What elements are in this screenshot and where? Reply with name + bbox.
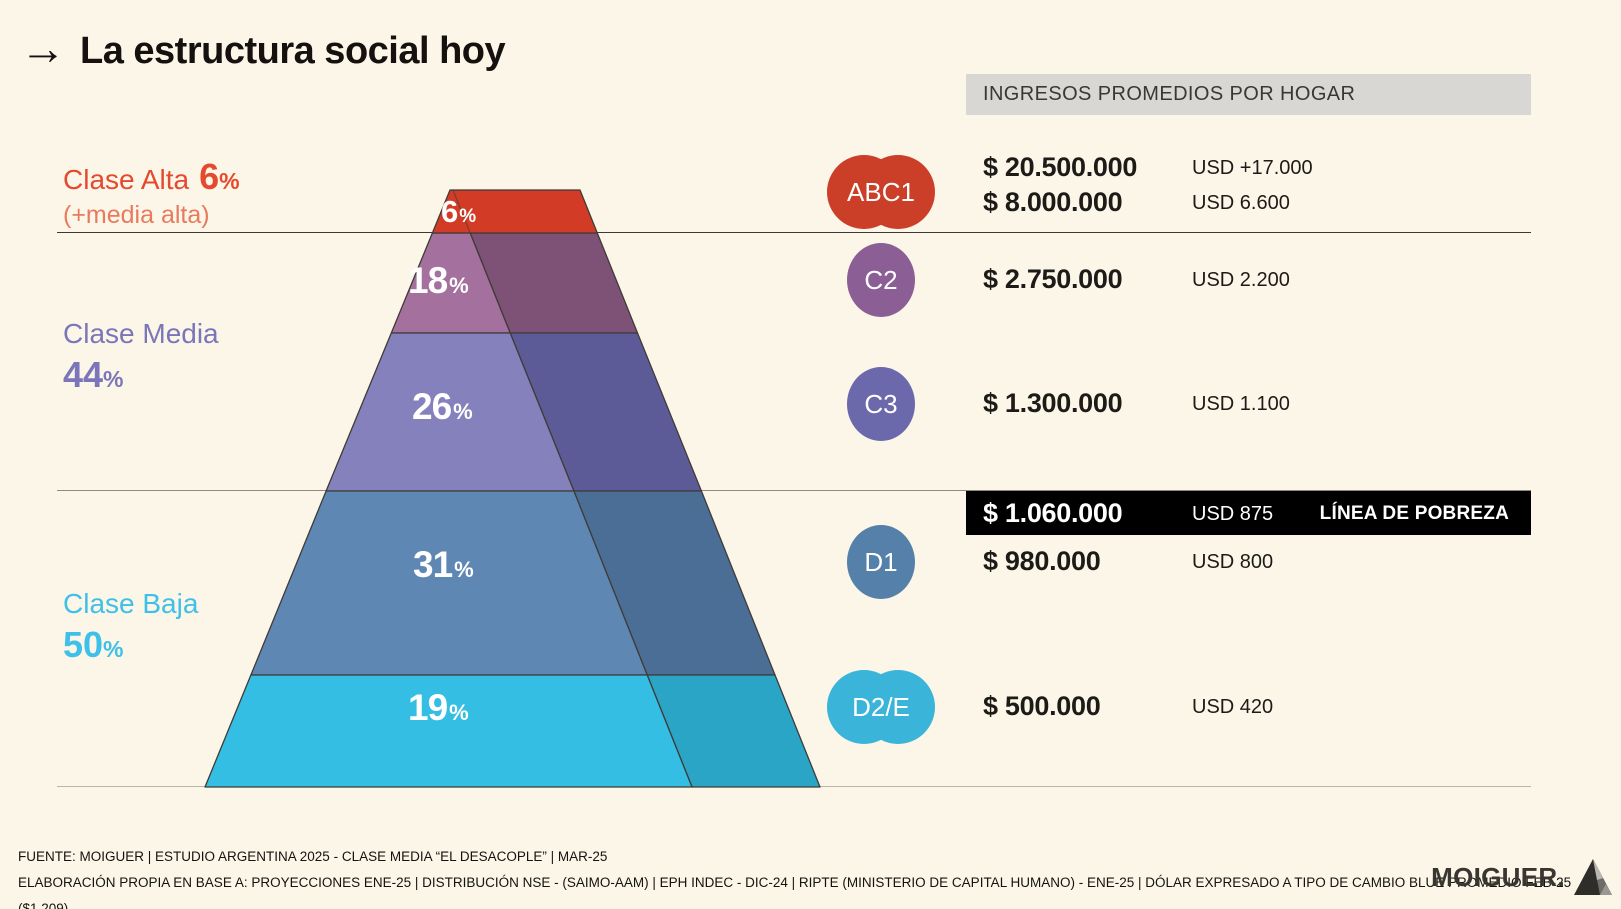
badge-blob: [847, 525, 915, 599]
income-usd: USD 800: [1192, 551, 1274, 573]
income-usd: USD 1.100: [1192, 393, 1290, 415]
band-value: 26: [412, 386, 452, 427]
pyramid-segment-abc1-cap: [431, 189, 598, 234]
band-label-c3: 26%: [412, 388, 473, 425]
badge-blob: [847, 367, 915, 441]
band-value: 6: [441, 194, 458, 229]
class-value: 50: [63, 624, 104, 666]
band-label-abc1: 6%: [441, 196, 476, 227]
poverty-ars: $ 1.060.000: [983, 498, 1123, 528]
percent-sign: %: [449, 273, 469, 298]
badge-abc1: ABC1: [827, 155, 935, 229]
class-name: Clase Media: [63, 318, 219, 349]
class-note: (+media alta): [63, 201, 210, 230]
income-row-abc1-1: $ 20.500.000 USD +17.000: [0, 152, 1621, 186]
pyramid-ridge-line: [452, 189, 471, 234]
badge-label: D2/E: [852, 691, 910, 722]
badge-label: C2: [864, 264, 898, 295]
band-value: 19: [408, 687, 448, 728]
percent-sign: %: [449, 700, 469, 725]
percent-sign: %: [454, 557, 474, 582]
class-name: Clase Alta: [63, 164, 190, 195]
badge-c2: C2: [847, 243, 915, 317]
percent-sign: %: [103, 366, 124, 393]
logo-text: MOIGUER.: [1431, 861, 1565, 892]
income-row-c3: $ 1.300.000 USD 1.100: [0, 388, 1621, 422]
poverty-line-bar: $ 1.060.000 USD 875 LÍNEA DE POBREZA: [966, 491, 1531, 535]
badge-d2e: D2/E: [827, 670, 935, 744]
badge-label: ABC1: [847, 176, 915, 207]
income-usd: USD 420: [1192, 696, 1274, 718]
poverty-usd: USD 875: [1192, 503, 1274, 525]
class-name: Clase Baja: [63, 588, 199, 619]
class-label-media: Clase Media 44%: [63, 318, 219, 396]
income-ars: $ 8.000.000: [983, 187, 1123, 217]
poverty-label: LÍNEA DE POBREZA: [1319, 503, 1509, 524]
percent-sign: %: [103, 636, 124, 663]
band-value: 31: [413, 544, 453, 585]
income-usd: USD +17.000: [1192, 157, 1313, 179]
badge-blob: [861, 155, 935, 229]
class-label-baja: Clase Baja 50%: [63, 588, 198, 666]
page-title: La estructura social hoy: [80, 29, 506, 72]
pyramid-segment-d2e-front: [204, 674, 693, 788]
income-ars: $ 20.500.000: [983, 152, 1138, 182]
badge-c3: C3: [847, 367, 915, 441]
income-ars: $ 980.000: [983, 546, 1101, 576]
income-usd: USD 6.600: [1192, 192, 1290, 214]
badge-blob: [861, 670, 935, 744]
income-usd: USD 2.200: [1192, 269, 1290, 291]
title-row: → La estructura social hoy: [20, 22, 506, 74]
source-footer: FUENTE: MOIGUER | ESTUDIO ARGENTINA 2025…: [18, 844, 1621, 909]
pyramid-logo-icon: [1574, 859, 1612, 895]
badge-label: D1: [864, 546, 898, 577]
percent-sign: %: [459, 206, 477, 227]
income-ars: $ 500.000: [983, 691, 1101, 721]
income-header: INGRESOS PROMEDIOS POR HOGAR: [966, 74, 1531, 115]
income-row-d1: $ 980.000 USD 800: [0, 546, 1621, 580]
divider-clase-alta: [57, 232, 1531, 233]
income-row-d2e: $ 500.000 USD 420: [0, 691, 1621, 725]
band-label-d1: 31%: [413, 546, 474, 583]
badge-d1: D1: [847, 525, 915, 599]
footer-line-1: FUENTE: MOIGUER | ESTUDIO ARGENTINA 2025…: [18, 849, 608, 864]
band-label-d2e: 19%: [408, 689, 469, 726]
arrow-icon: →: [20, 22, 66, 74]
income-row-abc1-2: $ 8.000.000 USD 6.600: [0, 187, 1621, 221]
divider-clase-media-baja: [57, 490, 1531, 491]
band-label-c2: 18%: [408, 262, 469, 299]
class-value: 44: [63, 354, 104, 396]
income-row-c2: $ 2.750.000 USD 2.200: [0, 264, 1621, 298]
badge-label: C3: [864, 388, 898, 419]
percent-sign: %: [219, 168, 240, 194]
income-ars: $ 2.750.000: [983, 264, 1123, 294]
income-ars: $ 1.300.000: [983, 388, 1123, 418]
class-value: 6: [199, 156, 220, 197]
moiguer-logo: MOIGUER.: [1431, 858, 1613, 896]
class-label-alta: Clase Alta 6% (+media alta): [63, 156, 240, 230]
footer-line-2: ELABORACIÓN PROPIA EN BASE A: PROYECCION…: [18, 875, 1572, 909]
percent-sign: %: [453, 399, 473, 424]
band-value: 18: [408, 260, 448, 301]
badge-blob: [847, 243, 915, 317]
